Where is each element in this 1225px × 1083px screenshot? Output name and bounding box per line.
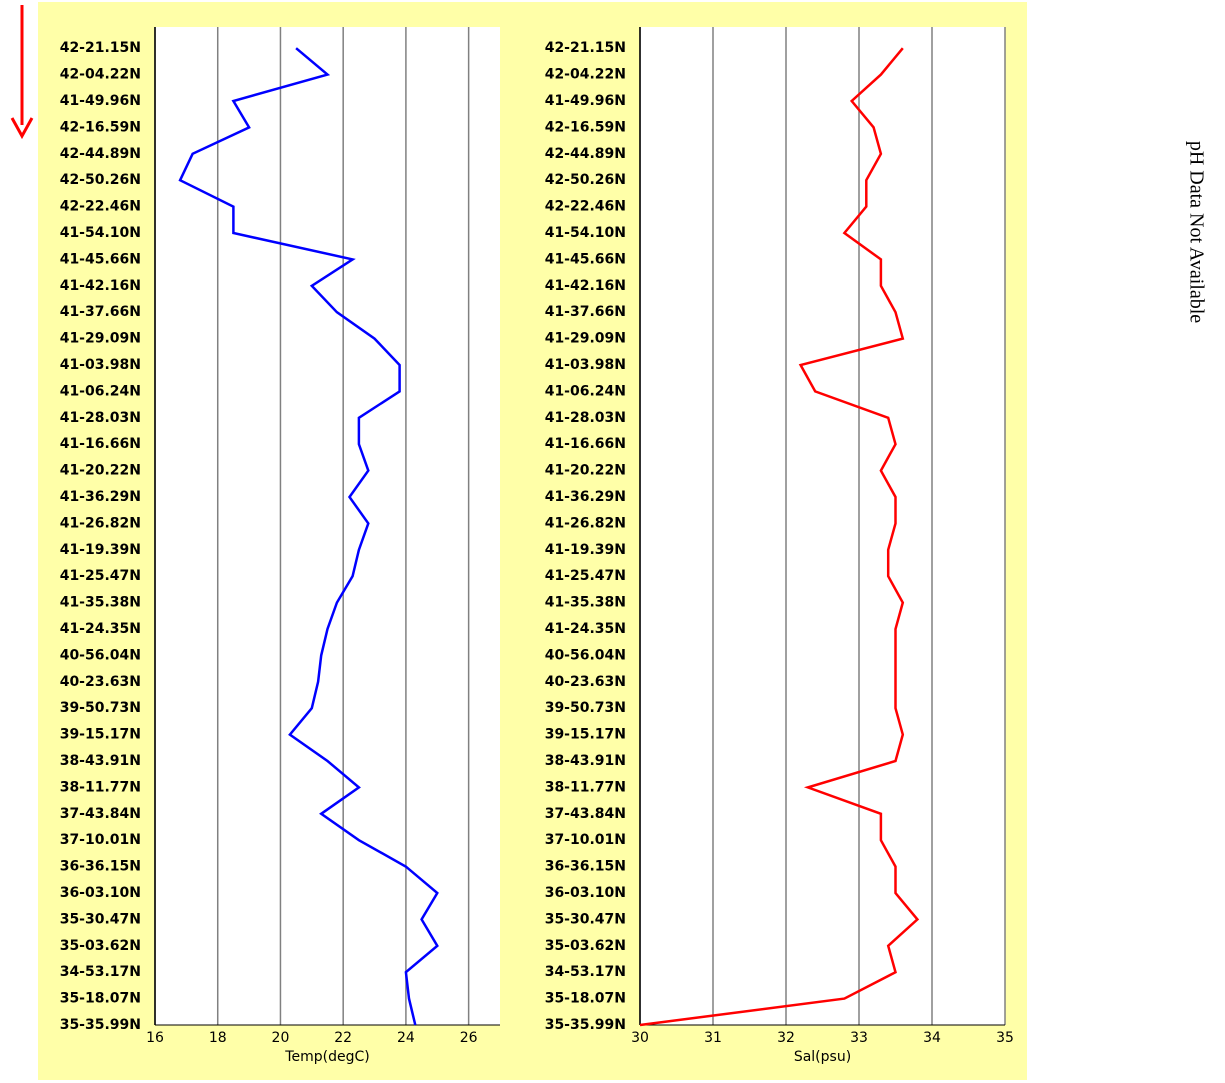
y-tick-label: 41-24.35N <box>60 621 141 637</box>
y-tick-label: 41-19.39N <box>545 542 626 558</box>
y-tick-label: 41-25.47N <box>545 568 626 584</box>
y-tick-label: 35-30.47N <box>545 911 626 927</box>
y-tick-label: 41-45.66N <box>545 251 626 267</box>
y-tick-label: 34-53.17N <box>60 964 141 980</box>
y-tick-label: 37-43.84N <box>60 806 141 822</box>
y-tick-label: 41-03.98N <box>545 357 626 373</box>
y-tick-label: 34-53.17N <box>545 964 626 980</box>
y-tick-label: 42-16.59N <box>545 119 626 135</box>
x-axis-title: Temp(degC) <box>284 1049 369 1065</box>
y-tick-label: 41-28.03N <box>545 410 626 426</box>
y-tick-label: 41-54.10N <box>60 225 141 241</box>
y-tick-label: 41-36.29N <box>60 489 141 505</box>
y-tick-label: 35-18.07N <box>60 991 141 1007</box>
y-tick-label: 41-28.03N <box>60 410 141 426</box>
y-tick-label: 35-03.62N <box>545 938 626 954</box>
y-tick-label: 41-45.66N <box>60 251 141 267</box>
y-tick-label: 42-50.26N <box>545 172 626 188</box>
x-tick-label: 31 <box>704 1030 722 1046</box>
x-tick-label: 20 <box>272 1030 290 1046</box>
y-tick-label: 41-16.66N <box>60 436 141 452</box>
x-tick-label: 22 <box>334 1030 352 1046</box>
y-tick-label: 42-44.89N <box>60 146 141 162</box>
side-note: pH Data Not Available <box>1185 141 1207 323</box>
data-line <box>178 47 439 1026</box>
y-tick-label: 38-11.77N <box>545 779 626 795</box>
y-tick-label: 42-21.15N <box>545 40 626 56</box>
y-tick-label: 36-03.10N <box>60 885 141 901</box>
y-tick-label: 41-26.82N <box>545 515 626 531</box>
y-tick-label: 37-10.01N <box>60 832 141 848</box>
y-tick-label: 42-22.46N <box>545 199 626 215</box>
y-tick-label: 42-04.22N <box>545 67 626 83</box>
y-tick-label: 41-29.09N <box>60 331 141 347</box>
plot-area <box>640 27 1005 1025</box>
y-tick-label: 39-50.73N <box>545 700 626 716</box>
y-tick-label: 41-16.66N <box>545 436 626 452</box>
y-tick-label: 35-35.99N <box>545 1017 626 1033</box>
y-tick-label: 36-03.10N <box>545 885 626 901</box>
x-tick-label: 34 <box>923 1030 941 1046</box>
y-tick-label: 42-16.59N <box>60 119 141 135</box>
y-tick-label: 37-43.84N <box>545 806 626 822</box>
y-tick-label: 42-22.46N <box>60 199 141 215</box>
y-tick-label: 41-36.29N <box>545 489 626 505</box>
y-tick-label: 36-36.15N <box>545 859 626 875</box>
x-tick-label: 30 <box>631 1030 649 1046</box>
y-tick-label: 42-50.26N <box>60 172 141 188</box>
y-tick-label: 41-42.16N <box>545 278 626 294</box>
y-tick-label: 41-42.16N <box>60 278 141 294</box>
y-tick-label: 41-37.66N <box>60 304 141 320</box>
x-tick-label: 26 <box>460 1030 478 1046</box>
y-tick-label: 40-56.04N <box>60 647 141 663</box>
y-tick-label: 42-44.89N <box>545 146 626 162</box>
y-tick-label: 41-19.39N <box>60 542 141 558</box>
y-tick-label: 35-30.47N <box>60 911 141 927</box>
x-tick-label: 35 <box>996 1030 1014 1046</box>
y-tick-label: 35-03.62N <box>60 938 141 954</box>
y-tick-label: 41-35.38N <box>545 595 626 611</box>
y-tick-label: 41-54.10N <box>545 225 626 241</box>
y-tick-label: 41-26.82N <box>60 515 141 531</box>
y-tick-label: 41-35.38N <box>60 595 141 611</box>
y-tick-label: 40-23.63N <box>545 674 626 690</box>
y-tick-label: 41-03.98N <box>60 357 141 373</box>
y-tick-label: 42-21.15N <box>60 40 141 56</box>
y-tick-label: 35-18.07N <box>545 991 626 1007</box>
y-tick-label: 41-20.22N <box>545 463 626 479</box>
y-tick-label: 41-06.24N <box>545 383 626 399</box>
y-tick-label: 35-35.99N <box>60 1017 141 1033</box>
x-tick-label: 33 <box>850 1030 868 1046</box>
arrow-head <box>10 117 34 140</box>
x-tick-label: 32 <box>777 1030 795 1046</box>
y-tick-label: 41-49.96N <box>60 93 141 109</box>
y-tick-label: 41-24.35N <box>545 621 626 637</box>
y-tick-label: 41-20.22N <box>60 463 141 479</box>
y-tick-label: 39-50.73N <box>60 700 141 716</box>
y-tick-label: 41-49.96N <box>545 93 626 109</box>
y-tick-label: 37-10.01N <box>545 832 626 848</box>
plot-area <box>155 27 500 1025</box>
x-tick-label: 18 <box>209 1030 227 1046</box>
y-tick-label: 38-11.77N <box>60 779 141 795</box>
y-tick-label: 41-06.24N <box>60 383 141 399</box>
y-tick-label: 38-43.91N <box>545 753 626 769</box>
y-tick-label: 41-29.09N <box>545 331 626 347</box>
x-tick-label: 24 <box>397 1030 415 1046</box>
data-line <box>639 47 920 1027</box>
y-tick-label: 42-04.22N <box>60 67 141 83</box>
y-tick-label: 38-43.91N <box>60 753 141 769</box>
y-tick-label: 39-15.17N <box>545 727 626 743</box>
y-tick-label: 36-36.15N <box>60 859 141 875</box>
y-tick-label: 41-37.66N <box>545 304 626 320</box>
x-axis-title: Sal(psu) <box>794 1049 851 1065</box>
x-tick-label: 16 <box>146 1030 164 1046</box>
y-tick-label: 40-23.63N <box>60 674 141 690</box>
y-tick-label: 41-25.47N <box>60 568 141 584</box>
y-tick-label: 40-56.04N <box>545 647 626 663</box>
y-tick-label: 39-15.17N <box>60 727 141 743</box>
